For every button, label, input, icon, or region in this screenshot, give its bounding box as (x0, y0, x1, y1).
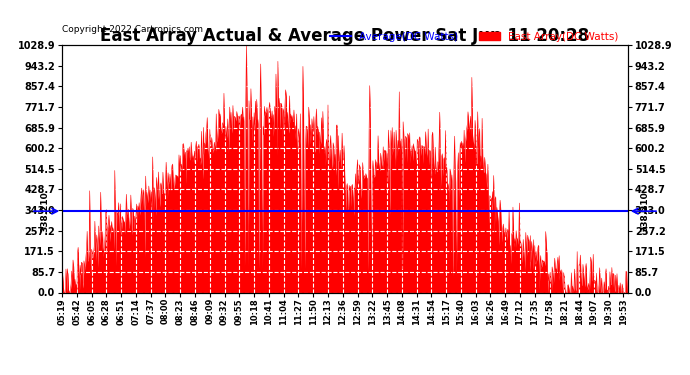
Text: 338.210: 338.210 (640, 191, 649, 231)
Text: 338.210: 338.210 (41, 191, 50, 231)
Text: Copyright 2022 Cartronics.com: Copyright 2022 Cartronics.com (62, 25, 203, 34)
Title: East Array Actual & Average Power Sat Jun 11 20:28: East Array Actual & Average Power Sat Ju… (101, 27, 589, 45)
Legend: Average(DC Watts), East Array(DC Watts): Average(DC Watts), East Array(DC Watts) (326, 27, 622, 46)
